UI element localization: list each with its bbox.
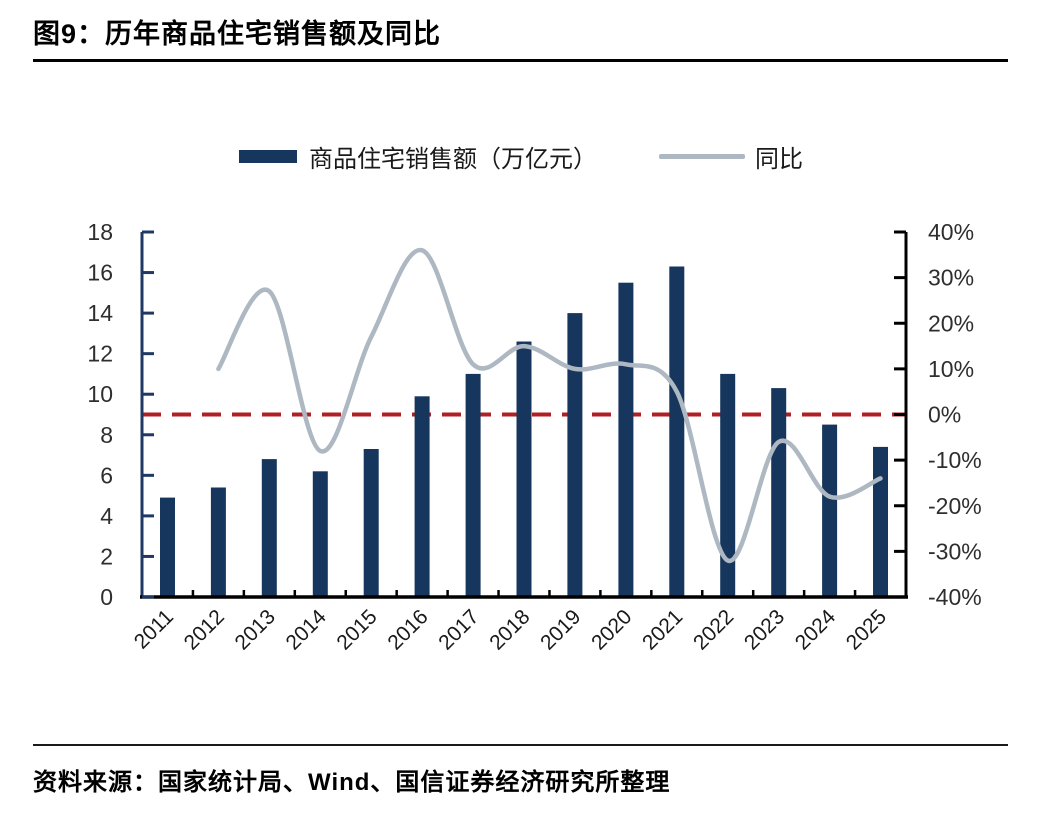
bar-2024 — [822, 424, 838, 597]
left-axis-tick-label: 16 — [87, 260, 113, 286]
x-axis-label-2011: 2011 — [130, 605, 178, 653]
yoy-line — [216, 248, 883, 563]
bar-2020 — [618, 282, 634, 597]
x-axis-label-2012: 2012 — [180, 605, 229, 654]
x-axis-label-2015: 2015 — [332, 605, 381, 654]
figure-title: 图9：历年商品住宅销售额及同比 — [33, 19, 442, 49]
left-axis-tick-label: 10 — [87, 381, 113, 407]
x-axis-label-2025: 2025 — [842, 605, 891, 654]
right-axis-tick-label: -10% — [928, 447, 982, 473]
footer-divider — [33, 744, 1008, 746]
x-axis-label-2013: 2013 — [231, 605, 280, 654]
x-axis-label-2017: 2017 — [434, 605, 483, 654]
left-axis-tick-label: 4 — [100, 503, 113, 529]
right-axis-tick-label: 10% — [928, 356, 974, 382]
x-axis-label-2014: 2014 — [282, 605, 332, 655]
right-axis-tick-label: 30% — [928, 265, 974, 291]
bar-2016 — [414, 396, 430, 598]
x-axis-label-2020: 2020 — [587, 605, 636, 654]
right-axis-tick-label: -20% — [928, 493, 982, 519]
bar-2015 — [363, 449, 379, 597]
right-axis-tick-label: -30% — [928, 538, 982, 564]
bar-series-label: 商品住宅销售额（万亿元） — [309, 145, 597, 173]
line-series-swatch — [659, 153, 745, 159]
left-axis-tick-label: 2 — [100, 543, 113, 569]
bar-2021 — [669, 266, 685, 597]
bar-2019 — [567, 313, 583, 597]
right-axis-tick-label: 40% — [928, 219, 974, 245]
x-axis-label-2016: 2016 — [383, 605, 432, 654]
right-axis-tick-label: -40% — [928, 584, 982, 610]
legend-item-line-series: 同比 — [659, 139, 803, 174]
line-series-label: 同比 — [755, 145, 803, 173]
x-axis-label-2023: 2023 — [740, 605, 789, 654]
left-axis-tick-label: 18 — [87, 219, 113, 245]
bar-2022 — [720, 373, 736, 597]
right-axis-tick-label: 0% — [928, 402, 961, 428]
bar-2014 — [312, 471, 328, 597]
bar-2018 — [516, 341, 532, 597]
bar-2013 — [261, 459, 277, 597]
left-axis-tick-label: 12 — [87, 341, 113, 367]
combo-chart: 0 2 4 6 8 10 12 14 16 18 40% 30% 20% 10% 0% -10% -20% -30… — [87, 219, 982, 655]
left-axis-tick-label: 8 — [100, 422, 113, 448]
bar-2023 — [771, 388, 787, 597]
x-axis-label-2024: 2024 — [791, 605, 841, 655]
legend-item-bar-series: 商品住宅销售额（万亿元） — [239, 139, 597, 174]
x-axis-label-2018: 2018 — [485, 605, 534, 654]
bar-2012 — [210, 487, 226, 597]
bar-2017 — [465, 373, 481, 597]
bar-2025 — [873, 446, 888, 597]
bar-series-swatch — [239, 149, 297, 163]
title-divider — [33, 59, 1008, 62]
bar-2011 — [160, 497, 175, 597]
chart-legend: 商品住宅销售额（万亿元） 同比 — [0, 138, 1042, 174]
left-axis-tick-label: 6 — [100, 462, 113, 488]
right-axis-tick-label: 20% — [928, 310, 974, 336]
x-axis-label-2022: 2022 — [689, 605, 738, 654]
x-axis-label-2019: 2019 — [536, 605, 585, 654]
left-axis-tick-label: 0 — [100, 584, 113, 610]
data-source-note: 资料来源：国家统计局、Wind、国信证券经济研究所整理 — [33, 769, 671, 796]
left-axis-tick-label: 14 — [87, 300, 113, 326]
x-axis-label-2021: 2021 — [638, 605, 687, 654]
